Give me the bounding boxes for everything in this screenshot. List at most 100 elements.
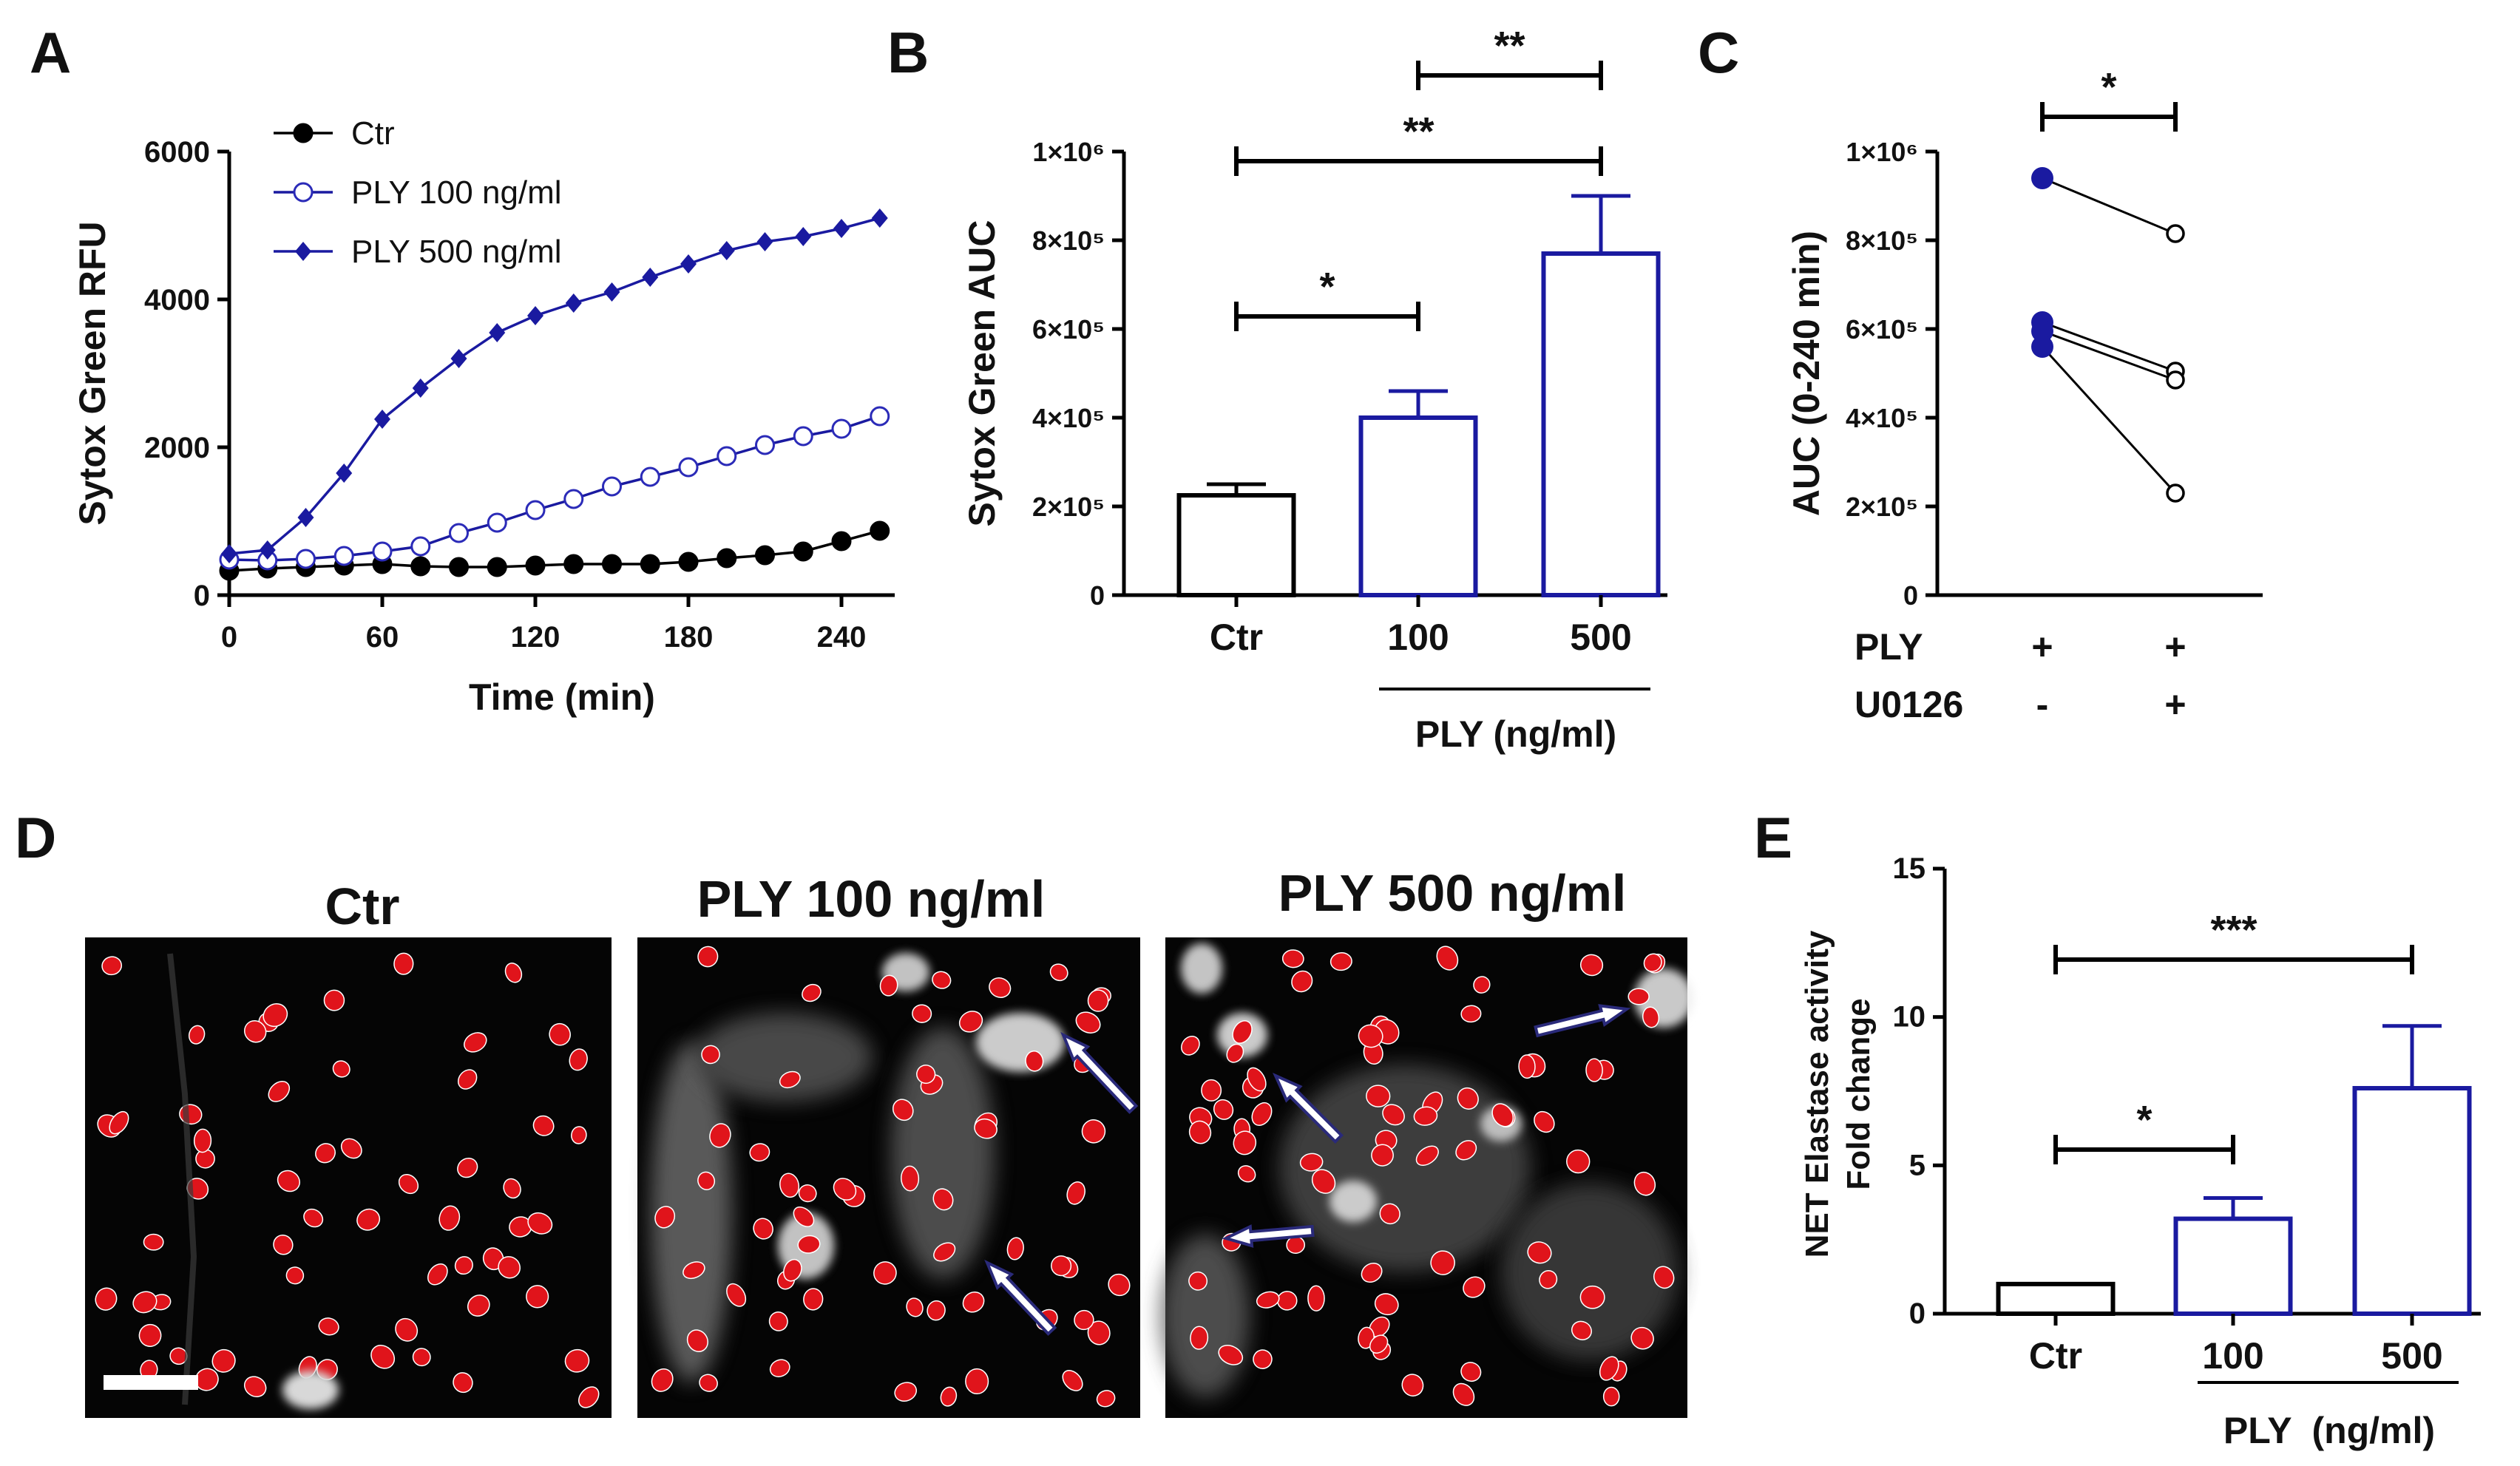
nucleus (1006, 1237, 1024, 1260)
data-point-a (527, 306, 543, 325)
nucleus (1633, 1171, 1656, 1196)
nucleus (340, 1138, 362, 1159)
nucleus (277, 1170, 300, 1192)
nucleus (571, 1126, 587, 1144)
x-tick-label-a: 60 (366, 621, 399, 654)
nucleus (709, 1123, 731, 1148)
nucleus (1256, 1291, 1280, 1309)
nucleus (1401, 1374, 1424, 1397)
nucleus (1571, 1320, 1592, 1340)
legend-marker-a (293, 182, 314, 203)
nucleus (1653, 1266, 1675, 1289)
nucleus (651, 1368, 674, 1392)
nucleus (1473, 976, 1491, 994)
nucleus (1527, 1241, 1552, 1264)
nucleus (1051, 1255, 1072, 1277)
scale-bar (104, 1375, 198, 1390)
data-point-a (603, 282, 620, 302)
data-point-a (374, 410, 390, 429)
data-point-a (795, 227, 812, 246)
nucleus (138, 1323, 162, 1347)
nucleus (779, 1070, 801, 1089)
data-point-a (793, 426, 813, 447)
nucleus (989, 977, 1012, 998)
x-tick-label: Ctr (2029, 1335, 2082, 1377)
nucleus (395, 1317, 419, 1342)
data-point-a (717, 548, 737, 569)
nucleus (1366, 1085, 1391, 1107)
y-tick-label: 10 (1893, 1001, 1926, 1034)
nucleus (532, 1115, 555, 1136)
nucleus (1599, 1356, 1619, 1381)
nucleus (901, 1165, 920, 1192)
data-point-a (336, 464, 353, 483)
y-tick-label-c: 1×10⁶ (1846, 137, 1918, 167)
bar (1176, 493, 1296, 597)
nucleus (892, 1099, 914, 1121)
significance-label: ** (1403, 109, 1434, 154)
nucleus (927, 1300, 946, 1321)
nucleus (1643, 953, 1662, 972)
y-axis-label-a: Sytox Green RFU (72, 221, 113, 525)
nucleus (793, 1207, 815, 1227)
nucleus (1062, 1370, 1083, 1391)
nucleus (1361, 1262, 1383, 1283)
bar (1996, 1281, 2116, 1317)
micrograph-panel-d: Ctr PLY 100 ng/ml PLY 500 ng/ml (85, 864, 1693, 1418)
y-tick-label: 0 (1909, 1297, 1925, 1330)
series-line-a (228, 529, 881, 572)
nucleus (916, 1065, 936, 1085)
nucleus (1291, 970, 1313, 993)
micrograph-title-ctr: Ctr (325, 878, 399, 935)
nucleus (1201, 1079, 1222, 1102)
nucleus (1247, 1067, 1267, 1092)
x-tick-label: 100 (1387, 617, 1449, 658)
nucleus (1311, 1169, 1336, 1194)
x-tick-label: 500 (2381, 1335, 2442, 1377)
arrow-indicator (984, 1259, 1057, 1336)
nucleus (262, 1003, 288, 1028)
nucleus (95, 1287, 118, 1311)
panel-label-c: C (1698, 20, 1739, 85)
nucleus (1075, 1011, 1101, 1034)
arrow-indicator (1060, 1031, 1139, 1114)
nucleus (1566, 1149, 1591, 1174)
x-tick-label: 100 (2202, 1335, 2263, 1377)
x-axis-label-a: Time (min) (469, 676, 655, 718)
nucleus (654, 1206, 676, 1229)
nucleus (1096, 1390, 1116, 1408)
nucleus (1436, 946, 1459, 971)
panel-label-e: E (1754, 805, 1792, 870)
nucleus (701, 1045, 720, 1065)
nucleus (802, 983, 822, 1002)
nucleus (1371, 1144, 1394, 1167)
pair-line-c (2042, 330, 2176, 381)
nucleus (1457, 1087, 1479, 1110)
nucleus (453, 1372, 473, 1394)
nucleus (1642, 1006, 1660, 1028)
data-point-a (410, 536, 431, 557)
nucleus (974, 1118, 998, 1139)
arrow-indicator (1222, 1224, 1315, 1248)
nucleus (1455, 1140, 1477, 1161)
nucleus (315, 1143, 336, 1164)
data-point-a (680, 254, 697, 274)
y-tick-label-c: 2×10⁵ (1846, 492, 1918, 522)
line-chart-a: 0 2000 4000 6000 0 60 120 180 240 Sytox Green R… (72, 115, 895, 718)
nucleus (464, 1032, 487, 1053)
data-point-a (793, 541, 813, 562)
nucleus (1382, 1104, 1405, 1126)
nucleus (933, 1242, 956, 1262)
paired-plot-c: 0 2×10⁵ 4×10⁵ 6×10⁵ 8×10⁵ 1×10⁶ * AUC (0-240 … (1786, 65, 2263, 725)
y-tick-label-a: 0 (194, 580, 210, 612)
nucleus (682, 1261, 705, 1280)
nucleus (1460, 1005, 1482, 1023)
data-point-a (487, 512, 507, 533)
data-point-a (678, 552, 699, 572)
x-tick-label: Ctr (1210, 617, 1263, 658)
data-point-a (755, 435, 775, 455)
micrograph-title-ply100: PLY 100 ng/ml (697, 870, 1046, 928)
nucleus (1253, 1349, 1273, 1369)
